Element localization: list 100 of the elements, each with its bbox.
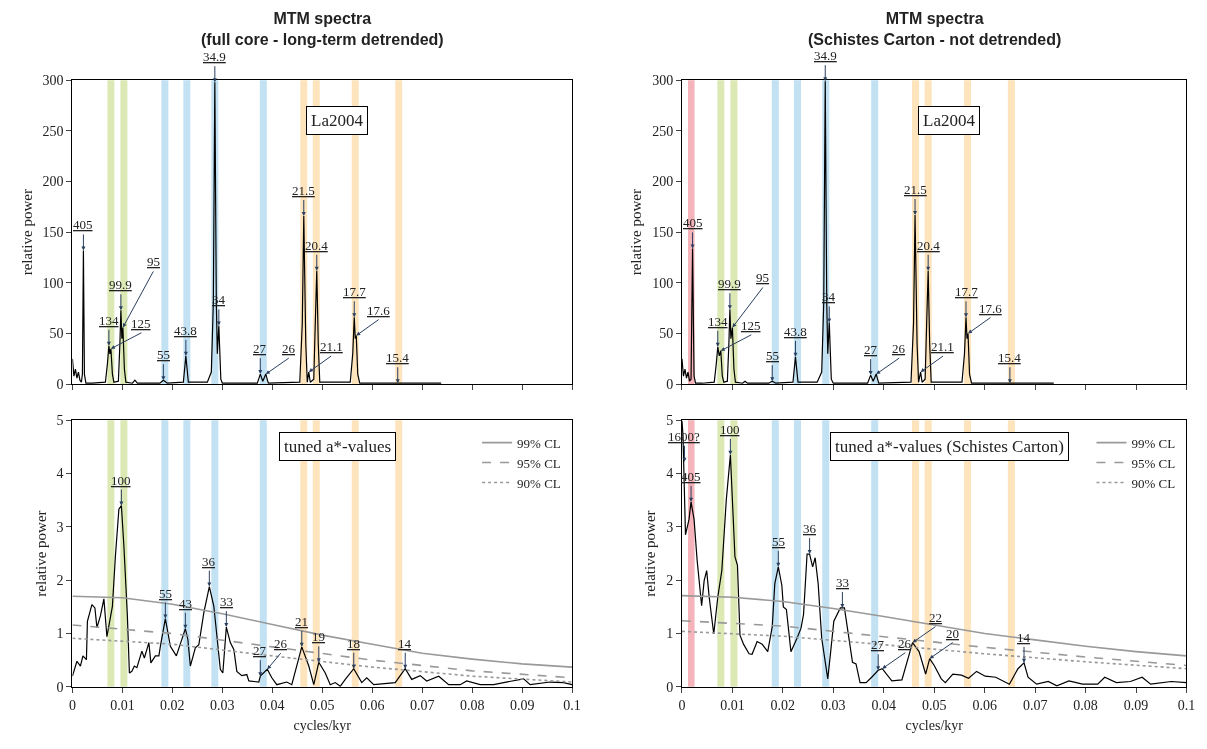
x-tick-label: 0.08: [459, 697, 485, 713]
y-axis-title: relative power: [32, 510, 49, 597]
annotation: La2004: [923, 111, 976, 130]
x-tick-label: 0.04: [260, 697, 285, 713]
y-tick-label: 0: [666, 377, 674, 393]
annotation: 20.4: [917, 238, 941, 253]
annotation: 95: [756, 270, 769, 285]
y-tick-label: 5: [56, 413, 64, 429]
chart-title: MTM spectra (Schistes Carton - not detrended): [808, 10, 1062, 48]
y-tick-label: 100: [652, 275, 674, 291]
annotation: La2004: [311, 111, 364, 130]
x-tick-label: 0.03: [210, 697, 235, 713]
annotation: 27: [253, 341, 267, 356]
legend-label: 95% CL: [517, 455, 561, 471]
x-tick-label: 0.01: [110, 697, 135, 713]
legend-label: 99% CL: [1131, 435, 1176, 451]
x-tick-label: 0.09: [1123, 697, 1149, 713]
y-tick-label: 5: [666, 413, 674, 429]
y-tick-label: 3: [56, 519, 64, 535]
y-tick-label: 1: [56, 626, 64, 642]
annotation: 15.4: [998, 350, 1022, 365]
y-tick-label: 4: [666, 466, 674, 482]
x-tick-label: 0.05: [310, 697, 335, 713]
annotation: 14: [398, 636, 412, 651]
y-tick-label: 50: [49, 326, 64, 342]
y-tick-label: 2: [56, 573, 64, 589]
annotation: 134: [99, 313, 119, 328]
annotation: 405: [683, 215, 703, 230]
x-tick-label: 0.06: [972, 697, 997, 713]
x-tick-label: 0.04: [871, 697, 897, 713]
annotation: tuned a*-values: [284, 437, 392, 456]
annotation: 27: [253, 643, 267, 658]
y-tick-label: 150: [42, 225, 64, 241]
annotation: 43.8: [174, 323, 197, 338]
x-tick-label: 0.06: [359, 697, 385, 713]
annotation: 20.4: [305, 238, 329, 253]
annotation: 95: [147, 254, 160, 269]
annotation: 55: [159, 586, 172, 601]
y-axis-title: relative power: [18, 189, 35, 276]
annotation: 125: [131, 316, 151, 331]
y-tick-label: 0: [56, 679, 64, 695]
annotation: 43.8: [784, 324, 807, 339]
x-tick-label: 0.07: [409, 697, 435, 713]
annotation: 17.7: [955, 284, 979, 299]
x-tick-label: 0: [678, 697, 686, 713]
y-tick-label: 300: [652, 73, 674, 89]
y-axis-title: relative power: [628, 189, 645, 276]
annotation: 18: [347, 636, 360, 651]
annotation: 17.7: [343, 284, 367, 299]
chart-title: MTM spectra (full core - long-term detrended): [201, 10, 444, 48]
annotation: 55: [766, 348, 779, 363]
annotation: 15.4: [386, 350, 410, 365]
annotation: 99.9: [109, 277, 132, 292]
x-tick-label: 0: [68, 697, 76, 713]
legend-label: 95% CL: [1131, 455, 1176, 471]
y-tick-label: 2: [666, 573, 674, 589]
annotation: 43: [179, 596, 192, 611]
annotation: 26: [274, 636, 288, 651]
annotation: 26: [282, 341, 296, 356]
annotation: 100: [720, 422, 740, 437]
annotation: 20: [946, 626, 959, 641]
y-tick-label: 100: [42, 275, 64, 291]
annotation: 34.9: [203, 49, 226, 64]
x-tick-label: 0.1: [1177, 697, 1196, 713]
annotation: 125: [741, 318, 761, 333]
y-tick-label: 4: [56, 466, 64, 482]
annotation: 22: [929, 610, 942, 625]
y-tick-label: 250: [42, 123, 64, 139]
annotation: tuned a*-values (Schistes Carton): [835, 437, 1064, 456]
x-tick-label: 0.09: [509, 697, 535, 713]
annotation: 36: [803, 521, 817, 536]
annotation: 14: [1017, 630, 1031, 645]
annotation: 19: [312, 629, 325, 644]
annotation: 17.6: [367, 303, 391, 318]
y-tick-label: 300: [42, 73, 64, 89]
annotation: 21.5: [292, 183, 315, 198]
x-tick-label: 0.01: [720, 697, 745, 713]
x-tick-label: 0.07: [1022, 697, 1048, 713]
annotation: 26: [898, 636, 912, 651]
annotation: 55: [772, 534, 785, 549]
x-tick-label: 0.02: [160, 697, 185, 713]
annotation: 26: [892, 341, 906, 356]
annotation: 100: [111, 473, 131, 488]
x-tick-label: 0.02: [770, 697, 796, 713]
x-tick-label: 0.03: [821, 697, 846, 713]
y-tick-label: 1: [666, 626, 674, 642]
y-axis-title: relative power: [642, 510, 659, 597]
annotation: 21.5: [904, 182, 927, 197]
y-tick-label: 3: [666, 519, 674, 535]
y-tick-label: 250: [652, 123, 674, 139]
annotation: 55: [157, 347, 170, 362]
annotation: 17.6: [979, 301, 1003, 316]
annotation: 36: [202, 554, 216, 569]
annotation: 34.9: [814, 48, 837, 63]
legend-label: 99% CL: [517, 435, 561, 451]
annotation: 33: [220, 594, 233, 609]
annotation: 27: [864, 342, 878, 357]
y-tick-label: 50: [659, 326, 674, 342]
annotation: 99.9: [718, 276, 741, 291]
annotation: 405: [73, 217, 93, 232]
